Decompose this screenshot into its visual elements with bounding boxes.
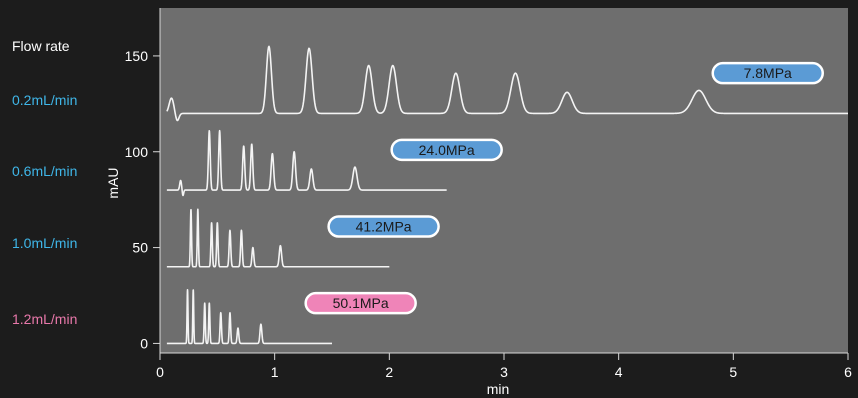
- x-tick-label: 4: [615, 364, 623, 380]
- trace-0.2mL/min: [166, 45, 849, 122]
- pressure-badge: 50.1MPa: [304, 291, 417, 315]
- pressure-badge-label: 24.0MPa: [419, 142, 475, 158]
- y-tick-label: 50: [132, 240, 148, 256]
- y-tick-label: 100: [125, 144, 149, 160]
- x-tick-label: 0: [156, 364, 164, 380]
- flow-label-1-2: 1.2mL/min: [12, 311, 78, 327]
- x-tick-label: 5: [729, 364, 737, 380]
- pressure-badge-bg: [390, 138, 503, 162]
- trace-1.2mL/min: [166, 288, 333, 345]
- pressure-badge-label: 7.8MPa: [744, 65, 792, 81]
- pressure-badge-bg: [304, 291, 417, 315]
- pressure-badge-label: 41.2MPa: [356, 219, 412, 235]
- y-tick-label: 0: [140, 335, 148, 351]
- flow-label-1-0: 1.0mL/min: [12, 235, 78, 251]
- flow-label-0-2: 0.2mL/min: [12, 92, 78, 108]
- trace-0.6mL/min: [166, 129, 448, 197]
- x-axis-title: min: [487, 381, 510, 397]
- pressure-badge-bg: [327, 215, 440, 238]
- trace-1.0mL/min: [166, 208, 390, 268]
- y-tick-label: 150: [125, 48, 149, 64]
- x-tick-label: 1: [271, 364, 279, 380]
- pressure-badge-bg: [711, 61, 824, 85]
- pressure-badge: 41.2MPa: [327, 215, 440, 238]
- x-tick-label: 3: [500, 364, 508, 380]
- x-tick-label: 2: [385, 364, 393, 380]
- pressure-badge: 7.8MPa: [711, 61, 824, 85]
- flow-rate-header: Flow rate: [12, 38, 70, 54]
- plot-area: [160, 8, 848, 353]
- pressure-badge: 24.0MPa: [390, 138, 503, 162]
- flow-label-0-6: 0.6mL/min: [12, 163, 78, 179]
- y-axis-title: mAU: [105, 167, 121, 198]
- x-tick-label: 6: [844, 364, 852, 380]
- pressure-badge-label: 50.1MPa: [333, 295, 389, 311]
